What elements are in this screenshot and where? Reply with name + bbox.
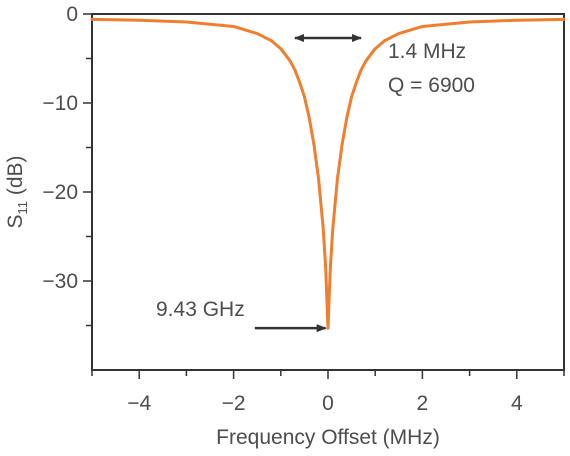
y-tick-label: −10 (42, 92, 78, 115)
linewidth-label: 1.4 MHz (388, 40, 466, 63)
x-axis-title: Frequency Offset (MHz) (216, 426, 440, 449)
ticks: −4 −2 0 2 40−10−20−30 (42, 3, 565, 415)
x-tick-label: 0 (322, 392, 334, 415)
center-frequency-label: 9.43 GHz (156, 298, 245, 321)
x-tick-label: 4 (511, 392, 523, 415)
annotations (254, 34, 363, 333)
y-tick-label: −30 (42, 270, 78, 293)
y-tick-label: 0 (66, 3, 78, 26)
x-tick-label: 2 (417, 392, 429, 415)
x-tick-label: −4 (127, 392, 151, 415)
quality-factor-label: Q = 6900 (388, 74, 475, 97)
y-axis-symbol: S (4, 215, 27, 229)
y-axis-subscript: 11 (15, 201, 30, 215)
y-axis-unit: (dB) (4, 155, 27, 201)
resonance-curve (90, 17, 566, 330)
y-tick-label: −20 (42, 181, 78, 204)
x-tick-label: −2 (222, 392, 246, 415)
y-axis-title: S11 (dB) (4, 155, 30, 228)
series (90, 17, 566, 330)
